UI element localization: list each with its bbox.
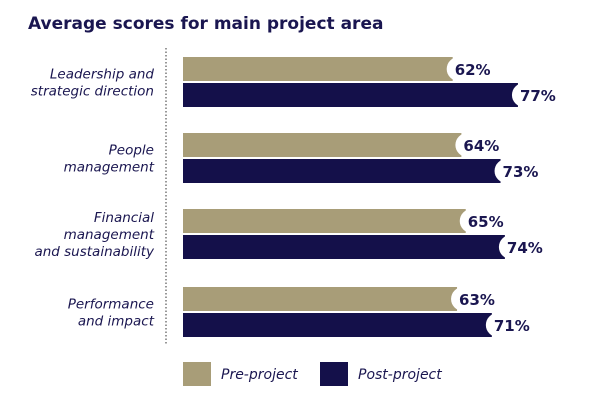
value-label: 64%	[463, 137, 499, 155]
legend-label: Pre-project	[221, 367, 298, 383]
legend-swatch	[183, 362, 211, 386]
value-label: 77%	[520, 87, 556, 105]
value-label-background	[494, 159, 547, 183]
bar-post-project	[183, 313, 492, 337]
chart-title: Average scores for main project area	[28, 14, 384, 34]
value-label-background	[459, 209, 512, 233]
value-label: 71%	[494, 317, 530, 335]
category-label: management	[64, 160, 155, 176]
category-label: strategic direction	[31, 84, 154, 100]
bar-post-project	[183, 159, 501, 183]
bar-pre-project	[183, 209, 466, 233]
value-label: 73%	[503, 163, 539, 181]
category-label: Leadership and	[50, 67, 155, 83]
value-label: 63%	[459, 291, 495, 309]
bar-post-project	[183, 235, 505, 259]
category-label: People	[109, 143, 154, 159]
category-label: and sustainability	[34, 244, 155, 260]
bar-post-project	[183, 83, 518, 107]
value-label-background	[446, 57, 499, 81]
legend-swatch	[320, 362, 348, 386]
legend-label: Post-project	[358, 367, 442, 383]
category-label: Performance	[68, 297, 154, 313]
bar-pre-project	[183, 287, 458, 311]
value-label-background	[451, 287, 504, 311]
category-label: Financial	[94, 210, 154, 226]
value-label: 65%	[468, 213, 504, 231]
category-label: management	[64, 227, 155, 243]
value-label-background	[498, 235, 551, 259]
value-label: 62%	[455, 61, 491, 79]
bar-pre-project	[183, 57, 453, 81]
value-label-background	[511, 83, 564, 107]
value-label-background	[455, 133, 508, 157]
value-label-background	[485, 313, 538, 337]
value-label: 74%	[507, 239, 543, 257]
bar-pre-project	[183, 133, 462, 157]
category-label: and impact	[78, 314, 155, 330]
